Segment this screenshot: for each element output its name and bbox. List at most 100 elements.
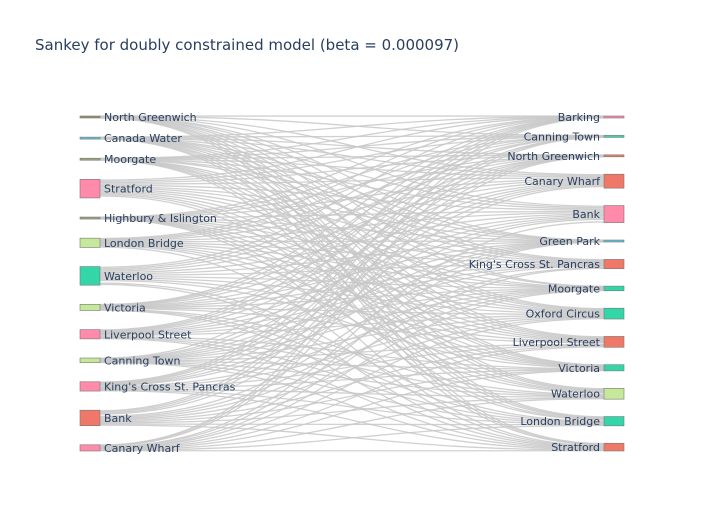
target-node-bar[interactable] — [603, 442, 625, 452]
link-bank-to-canning-town — [99, 136, 605, 413]
target-node-stratford[interactable]: Stratford — [551, 441, 625, 454]
link-london-bridge-to-liverpool-street — [99, 243, 605, 342]
source-node-bar[interactable] — [79, 329, 101, 340]
source-node-waterloo[interactable]: Waterloo — [79, 266, 153, 286]
source-node-stratford[interactable]: Stratford — [79, 179, 153, 199]
link-canary-wharf-to-north-greenwich — [99, 156, 605, 447]
source-node-label: Moorgate — [104, 153, 156, 166]
link-moorgate-to-barking — [99, 115, 605, 159]
source-node-label: Liverpool Street — [104, 328, 192, 341]
link-king-s-cross-st-pancras-to-north-greenwich — [99, 155, 605, 385]
source-node-bar[interactable] — [79, 444, 101, 452]
target-node-london-bridge[interactable]: London Bridge — [520, 415, 625, 428]
target-node-bar[interactable] — [603, 387, 625, 400]
target-node-barking[interactable]: Barking — [558, 111, 625, 124]
source-node-bar[interactable] — [79, 115, 101, 119]
target-node-king-s-cross-st-pancras[interactable]: King's Cross St. Pancras — [469, 258, 625, 271]
source-node-label: King's Cross St. Pancras — [104, 380, 236, 393]
link-king-s-cross-st-pancras-to-victoria — [99, 369, 605, 390]
source-node-bar[interactable] — [79, 409, 101, 426]
link-king-s-cross-st-pancras-to-waterloo — [99, 388, 605, 398]
link-moorgate-to-canary-wharf — [99, 158, 605, 178]
target-node-green-park[interactable]: Green Park — [539, 235, 625, 248]
source-node-north-greenwich[interactable]: North Greenwich — [79, 111, 197, 124]
target-node-bar[interactable] — [603, 115, 625, 119]
link-canning-town-to-north-greenwich — [99, 155, 605, 360]
link-moorgate-to-oxford-circus — [99, 158, 605, 311]
target-node-moorgate[interactable]: Moorgate — [548, 282, 625, 295]
link-london-bridge-to-moorgate — [99, 242, 605, 289]
target-node-label: Oxford Circus — [526, 308, 601, 321]
source-node-bar[interactable] — [79, 266, 101, 286]
target-node-canary-wharf[interactable]: Canary Wharf — [524, 173, 625, 189]
link-london-bridge-to-north-greenwich — [99, 155, 605, 241]
source-node-bar[interactable] — [79, 303, 101, 311]
source-node-label: Canary Wharf — [104, 442, 181, 455]
source-node-bar[interactable] — [79, 357, 101, 363]
source-node-liverpool-street[interactable]: Liverpool Street — [79, 328, 192, 341]
source-node-bar[interactable] — [79, 179, 101, 199]
target-node-label: Liverpool Street — [513, 336, 601, 349]
link-highbury-islington-to-canning-town — [99, 135, 605, 218]
link-king-s-cross-st-pancras-to-liverpool-street — [99, 344, 605, 389]
link-canary-wharf-to-oxford-circus — [99, 317, 605, 450]
target-node-bar[interactable] — [603, 336, 625, 348]
link-canning-town-to-bank — [99, 217, 605, 361]
source-node-bank[interactable]: Bank — [79, 409, 132, 426]
target-node-label: Victoria — [558, 362, 600, 375]
target-node-label: King's Cross St. Pancras — [469, 258, 601, 271]
source-node-bar[interactable] — [79, 237, 101, 248]
link-moorgate-to-victoria — [99, 159, 605, 367]
link-victoria-to-barking — [99, 116, 605, 306]
source-node-bar[interactable] — [79, 157, 101, 161]
target-node-bar[interactable] — [603, 416, 625, 427]
link-bank-to-moorgate — [99, 289, 605, 420]
chart-title: Sankey for doubly constrained model (bet… — [35, 36, 459, 54]
source-node-victoria[interactable]: Victoria — [79, 301, 146, 314]
link-liverpool-street-to-canning-town — [99, 136, 605, 332]
source-node-canada-water[interactable]: Canada Water — [79, 132, 182, 145]
target-node-north-greenwich[interactable]: North Greenwich — [507, 150, 625, 163]
target-node-bar[interactable] — [603, 154, 625, 158]
source-node-bar[interactable] — [79, 216, 101, 220]
link-king-s-cross-st-pancras-to-barking — [99, 116, 605, 383]
link-london-bridge-to-stratford — [99, 246, 605, 448]
link-north-greenwich-to-bank — [99, 115, 605, 207]
link-highbury-islington-to-barking — [99, 116, 605, 218]
target-node-canning-town[interactable]: Canning Town — [524, 130, 625, 143]
source-node-bar[interactable] — [79, 136, 101, 140]
target-node-oxford-circus[interactable]: Oxford Circus — [526, 307, 625, 321]
target-node-bank[interactable]: Bank — [572, 205, 625, 223]
target-node-label: Waterloo — [551, 388, 600, 401]
link-canning-town-to-stratford — [99, 361, 605, 450]
source-node-canning-town[interactable]: Canning Town — [79, 354, 180, 367]
link-bank-to-barking — [99, 117, 605, 412]
link-canary-wharf-to-victoria — [99, 370, 605, 451]
target-node-label: Canary Wharf — [524, 175, 601, 188]
link-moorgate-to-green-park — [99, 158, 605, 242]
target-node-bar[interactable] — [603, 259, 625, 270]
target-node-bar[interactable] — [603, 135, 625, 138]
target-node-bar[interactable] — [603, 307, 625, 320]
target-node-bar[interactable] — [603, 285, 625, 292]
link-canada-water-to-north-greenwich — [99, 136, 605, 156]
target-node-liverpool-street[interactable]: Liverpool Street — [513, 336, 625, 349]
source-node-bar[interactable] — [79, 381, 101, 392]
source-node-canary-wharf[interactable]: Canary Wharf — [79, 442, 181, 455]
link-highbury-islington-to-bank — [99, 210, 605, 219]
target-node-bar[interactable] — [603, 364, 625, 372]
target-node-waterloo[interactable]: Waterloo — [551, 387, 625, 401]
source-node-king-s-cross-st-pancras[interactable]: King's Cross St. Pancras — [79, 380, 236, 393]
source-node-highbury-islington[interactable]: Highbury & Islington — [79, 212, 217, 225]
link-bank-to-north-greenwich — [99, 155, 605, 414]
source-node-moorgate[interactable]: Moorgate — [79, 153, 156, 166]
link-highbury-islington-to-north-greenwich — [99, 154, 605, 219]
link-canary-wharf-to-canning-town — [99, 136, 605, 447]
target-node-bar[interactable] — [603, 239, 625, 243]
source-node-label: London Bridge — [104, 237, 184, 250]
source-node-london-bridge[interactable]: London Bridge — [79, 237, 184, 250]
target-node-bar[interactable] — [603, 173, 625, 189]
target-node-bar[interactable] — [603, 205, 625, 223]
link-highbury-islington-to-king-s-cross-st-pancras — [99, 217, 605, 264]
target-node-victoria[interactable]: Victoria — [558, 362, 625, 375]
